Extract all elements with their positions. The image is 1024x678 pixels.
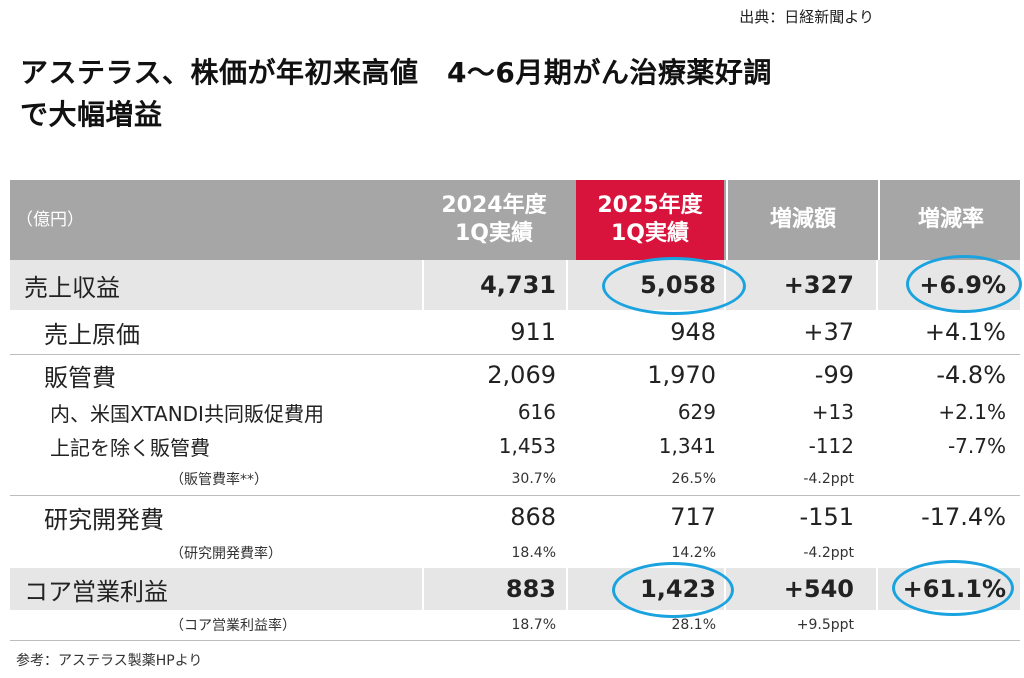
cell-2025: 717 bbox=[670, 503, 716, 531]
cell-diff: -151 bbox=[799, 503, 854, 531]
headline: アステラス、株価が年初来高値 4〜6月期がん治療薬好調 で大幅増益 bbox=[20, 52, 772, 136]
cell-2025: 948 bbox=[670, 318, 716, 346]
cell-2024: 18.7% bbox=[511, 617, 556, 633]
cell-2025: 1,423 bbox=[640, 575, 716, 603]
cell-rate: -7.7% bbox=[947, 434, 1006, 458]
cell-2024: 18.4% bbox=[511, 545, 556, 561]
headline-line-1: アステラス、株価が年初来高値 4〜6月期がん治療薬好調 bbox=[20, 56, 772, 89]
cell-diff: +37 bbox=[803, 318, 854, 346]
row-label: 売上収益 bbox=[24, 273, 120, 302]
cell-2025: 26.5% bbox=[671, 471, 716, 487]
row-label: （研究開発費率） bbox=[170, 546, 282, 562]
financial-table: （億円） 2024年度 1Q実績 2025年度 1Q実績 増減額 増減率 売上収… bbox=[10, 180, 1020, 641]
table-row: 内、米国XTANDI共同販促費用 616 629 +13 +2.1% bbox=[10, 395, 1020, 429]
cell-2024: 4,731 bbox=[480, 271, 556, 299]
cell-2025: 629 bbox=[677, 400, 716, 424]
source-note: 出典：日経新聞より bbox=[739, 8, 874, 26]
row-label: （コア営業利益率） bbox=[170, 618, 296, 634]
cell-2025: 1,970 bbox=[647, 361, 716, 389]
cell-rate: +61.1% bbox=[902, 575, 1006, 603]
table-row: 上記を除く販管費 1,453 1,341 -112 -7.7% bbox=[10, 429, 1020, 463]
cell-2024: 911 bbox=[510, 318, 556, 346]
row-label: 売上原価 bbox=[44, 320, 140, 349]
reference-note: 参考：アステラス製薬HPより bbox=[16, 653, 203, 669]
row-label: コア営業利益 bbox=[24, 577, 168, 606]
table-row: 研究開発費 868 717 -151 -17.4% bbox=[10, 496, 1020, 538]
table-row: コア営業利益 883 1,423 +540 +61.1% bbox=[10, 568, 1020, 610]
row-label: 上記を除く販管費 bbox=[50, 435, 210, 460]
row-label: 内、米国XTANDI共同販促費用 bbox=[50, 401, 324, 426]
table-header: （億円） 2024年度 1Q実績 2025年度 1Q実績 増減額 増減率 bbox=[10, 180, 1020, 260]
column-2025-header: 2025年度 1Q実績 bbox=[576, 180, 724, 260]
cell-rate: +2.1% bbox=[938, 400, 1006, 424]
cell-2024: 883 bbox=[505, 575, 556, 603]
cell-2025: 28.1% bbox=[671, 617, 716, 633]
cell-rate: +4.1% bbox=[924, 318, 1006, 346]
cell-diff: -112 bbox=[808, 434, 854, 458]
column-diff-header: 増減額 bbox=[726, 180, 878, 260]
cell-diff: -4.2ppt bbox=[803, 471, 854, 487]
table-row: 販管費 2,069 1,970 -99 -4.8% bbox=[10, 355, 1020, 395]
unit-label: （億円） bbox=[16, 210, 84, 230]
cell-rate bbox=[878, 538, 1006, 568]
table-row: （研究開発費率） 18.4% 14.2% -4.2ppt bbox=[10, 538, 1020, 568]
column-2024-header: 2024年度 1Q実績 bbox=[441, 193, 547, 246]
cell-2024: 30.7% bbox=[511, 471, 556, 487]
headline-line-2: で大幅増益 bbox=[20, 98, 163, 131]
row-label: 販管費 bbox=[44, 363, 116, 392]
cell-diff: +13 bbox=[811, 400, 854, 424]
cell-rate: -17.4% bbox=[921, 503, 1006, 531]
table-row: 売上収益 4,731 5,058 +327 +6.9% bbox=[10, 260, 1020, 310]
cell-diff: +540 bbox=[783, 575, 854, 603]
cell-2024: 868 bbox=[510, 503, 556, 531]
cell-rate bbox=[878, 610, 1006, 640]
cell-diff: -4.2ppt bbox=[803, 545, 854, 561]
cell-2025: 5,058 bbox=[640, 271, 716, 299]
table-row: 売上原価 911 948 +37 +4.1% bbox=[10, 310, 1020, 354]
cell-rate bbox=[878, 463, 1006, 495]
cell-rate: +6.9% bbox=[919, 271, 1006, 299]
cell-diff: -99 bbox=[814, 361, 854, 389]
cell-2024: 1,453 bbox=[498, 434, 556, 458]
row-label: 研究開発費 bbox=[44, 505, 164, 534]
cell-2025: 1,341 bbox=[658, 434, 716, 458]
table-row: （コア営業利益率） 18.7% 28.1% +9.5ppt bbox=[10, 610, 1020, 640]
row-label: （販管費率**） bbox=[170, 472, 268, 488]
cell-diff: +327 bbox=[783, 271, 854, 299]
table-row: （販管費率**） 30.7% 26.5% -4.2ppt bbox=[10, 463, 1020, 495]
column-rate-header: 増減率 bbox=[878, 180, 1022, 260]
cell-2025: 14.2% bbox=[671, 545, 716, 561]
cell-rate: -4.8% bbox=[936, 361, 1006, 389]
cell-2024: 616 bbox=[517, 400, 556, 424]
cell-diff: +9.5ppt bbox=[796, 617, 854, 633]
cell-2024: 2,069 bbox=[487, 361, 556, 389]
